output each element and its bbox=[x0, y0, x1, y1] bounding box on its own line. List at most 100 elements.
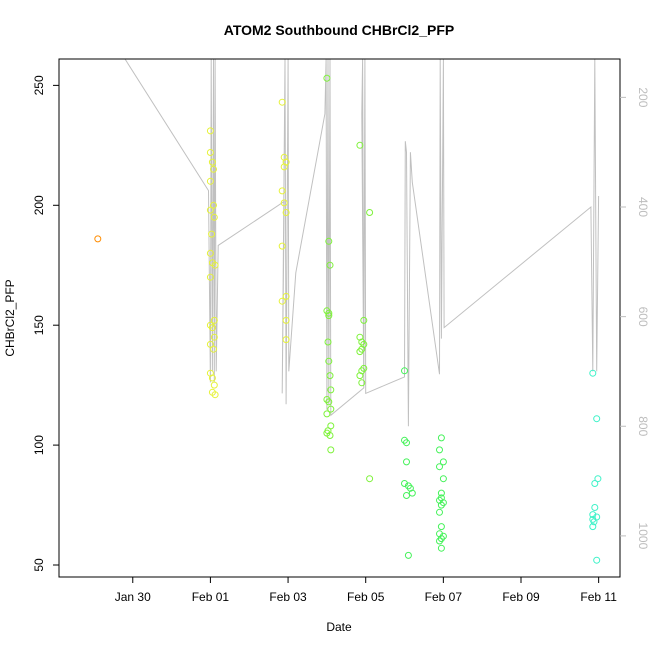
data-point bbox=[282, 292, 290, 300]
x-tick-label: Jan 30 bbox=[115, 590, 151, 604]
data-point bbox=[360, 316, 368, 324]
data-point bbox=[593, 556, 601, 564]
data-point bbox=[325, 309, 333, 317]
data-point bbox=[436, 537, 443, 545]
data-point bbox=[356, 348, 364, 356]
data-point bbox=[280, 199, 288, 207]
data-point bbox=[358, 379, 366, 387]
data-point bbox=[437, 489, 445, 497]
data-point bbox=[437, 434, 445, 442]
x-tick-label: Feb 03 bbox=[269, 590, 307, 604]
data-points-layer bbox=[94, 74, 602, 564]
data-point bbox=[326, 372, 334, 380]
data-point bbox=[437, 523, 445, 531]
data-point bbox=[210, 333, 218, 341]
right-y-axis: 200 400 600 800 1000 bbox=[620, 87, 650, 550]
data-point bbox=[403, 492, 410, 499]
data-point bbox=[206, 206, 214, 214]
data-point bbox=[403, 439, 410, 447]
data-point bbox=[403, 458, 410, 466]
data-point bbox=[406, 484, 414, 492]
data-point bbox=[206, 273, 214, 281]
data-point bbox=[590, 518, 598, 526]
x-axis-label: Date bbox=[326, 620, 352, 634]
data-point bbox=[401, 367, 408, 375]
data-point bbox=[206, 177, 214, 185]
data-point bbox=[356, 333, 364, 341]
data-point bbox=[325, 312, 333, 320]
data-point bbox=[282, 336, 290, 344]
data-point bbox=[278, 187, 286, 195]
data-point bbox=[210, 381, 218, 389]
x-tick-label: Feb 07 bbox=[425, 590, 463, 604]
data-point bbox=[591, 504, 599, 511]
data-point bbox=[210, 213, 218, 221]
data-point bbox=[439, 475, 447, 483]
data-point bbox=[327, 386, 335, 394]
x-tick-label: Feb 05 bbox=[347, 590, 385, 604]
chart-title: ATOM2 Southbound CHBrCl2_PFP bbox=[224, 22, 454, 38]
data-point bbox=[325, 237, 333, 245]
data-point bbox=[211, 391, 219, 399]
y-axis-label: CHBrCl2_PFP bbox=[3, 279, 17, 356]
data-point bbox=[593, 415, 601, 423]
data-point bbox=[325, 398, 333, 406]
data-point bbox=[206, 127, 214, 135]
data-point bbox=[210, 165, 217, 173]
data-point bbox=[282, 158, 290, 166]
data-point bbox=[280, 153, 288, 161]
y-tick-label: 200 bbox=[32, 195, 46, 215]
right-y-tick-label: 1000 bbox=[636, 523, 650, 550]
data-point bbox=[323, 410, 331, 418]
data-point bbox=[94, 235, 102, 243]
data-point bbox=[408, 489, 416, 497]
data-point bbox=[436, 446, 443, 454]
data-point bbox=[439, 458, 447, 466]
data-point bbox=[208, 324, 216, 332]
data-point bbox=[589, 523, 597, 531]
right-y-tick-label: 800 bbox=[636, 416, 650, 436]
data-point bbox=[208, 158, 216, 166]
data-point bbox=[206, 149, 214, 156]
x-tick-label: Feb 09 bbox=[502, 590, 540, 604]
data-point bbox=[327, 446, 335, 454]
flight-track-line bbox=[124, 58, 600, 427]
data-point bbox=[436, 508, 443, 516]
data-point bbox=[210, 201, 217, 209]
data-point bbox=[326, 261, 334, 269]
data-point bbox=[324, 338, 332, 346]
x-tick-label: Feb 01 bbox=[192, 590, 230, 604]
x-axis: Jan 30 Feb 01 Feb 03 Feb 05 Feb 07 Feb 09 Feb … bbox=[115, 577, 617, 604]
data-point bbox=[282, 209, 290, 216]
data-point bbox=[356, 141, 364, 149]
data-point bbox=[366, 475, 374, 483]
data-point bbox=[589, 369, 597, 377]
data-point bbox=[206, 340, 214, 348]
data-point bbox=[211, 261, 219, 269]
data-point bbox=[404, 551, 412, 559]
data-point bbox=[208, 230, 216, 238]
data-point bbox=[594, 475, 602, 483]
x-tick-label: Feb 11 bbox=[580, 590, 617, 604]
data-point bbox=[210, 345, 217, 353]
data-point bbox=[437, 501, 445, 509]
y-tick-label: 250 bbox=[32, 75, 46, 95]
right-y-tick-label: 200 bbox=[636, 87, 650, 107]
right-y-tick-label: 600 bbox=[636, 307, 650, 327]
data-point bbox=[591, 480, 599, 487]
data-point bbox=[206, 249, 214, 257]
data-point bbox=[326, 432, 334, 439]
data-point bbox=[278, 297, 286, 305]
right-y-tick-label: 400 bbox=[636, 197, 650, 217]
y-tick-label: 100 bbox=[32, 435, 46, 455]
data-point bbox=[366, 209, 374, 216]
data-point bbox=[282, 316, 290, 324]
data-point bbox=[436, 463, 443, 471]
plot-frame bbox=[58, 58, 621, 578]
flight-track-layer bbox=[124, 58, 600, 427]
y-tick-label: 150 bbox=[32, 315, 46, 335]
data-point bbox=[437, 544, 445, 552]
data-point bbox=[356, 372, 364, 380]
data-point bbox=[278, 242, 286, 250]
y-axis: 50 100 150 200 250 bbox=[32, 75, 59, 572]
